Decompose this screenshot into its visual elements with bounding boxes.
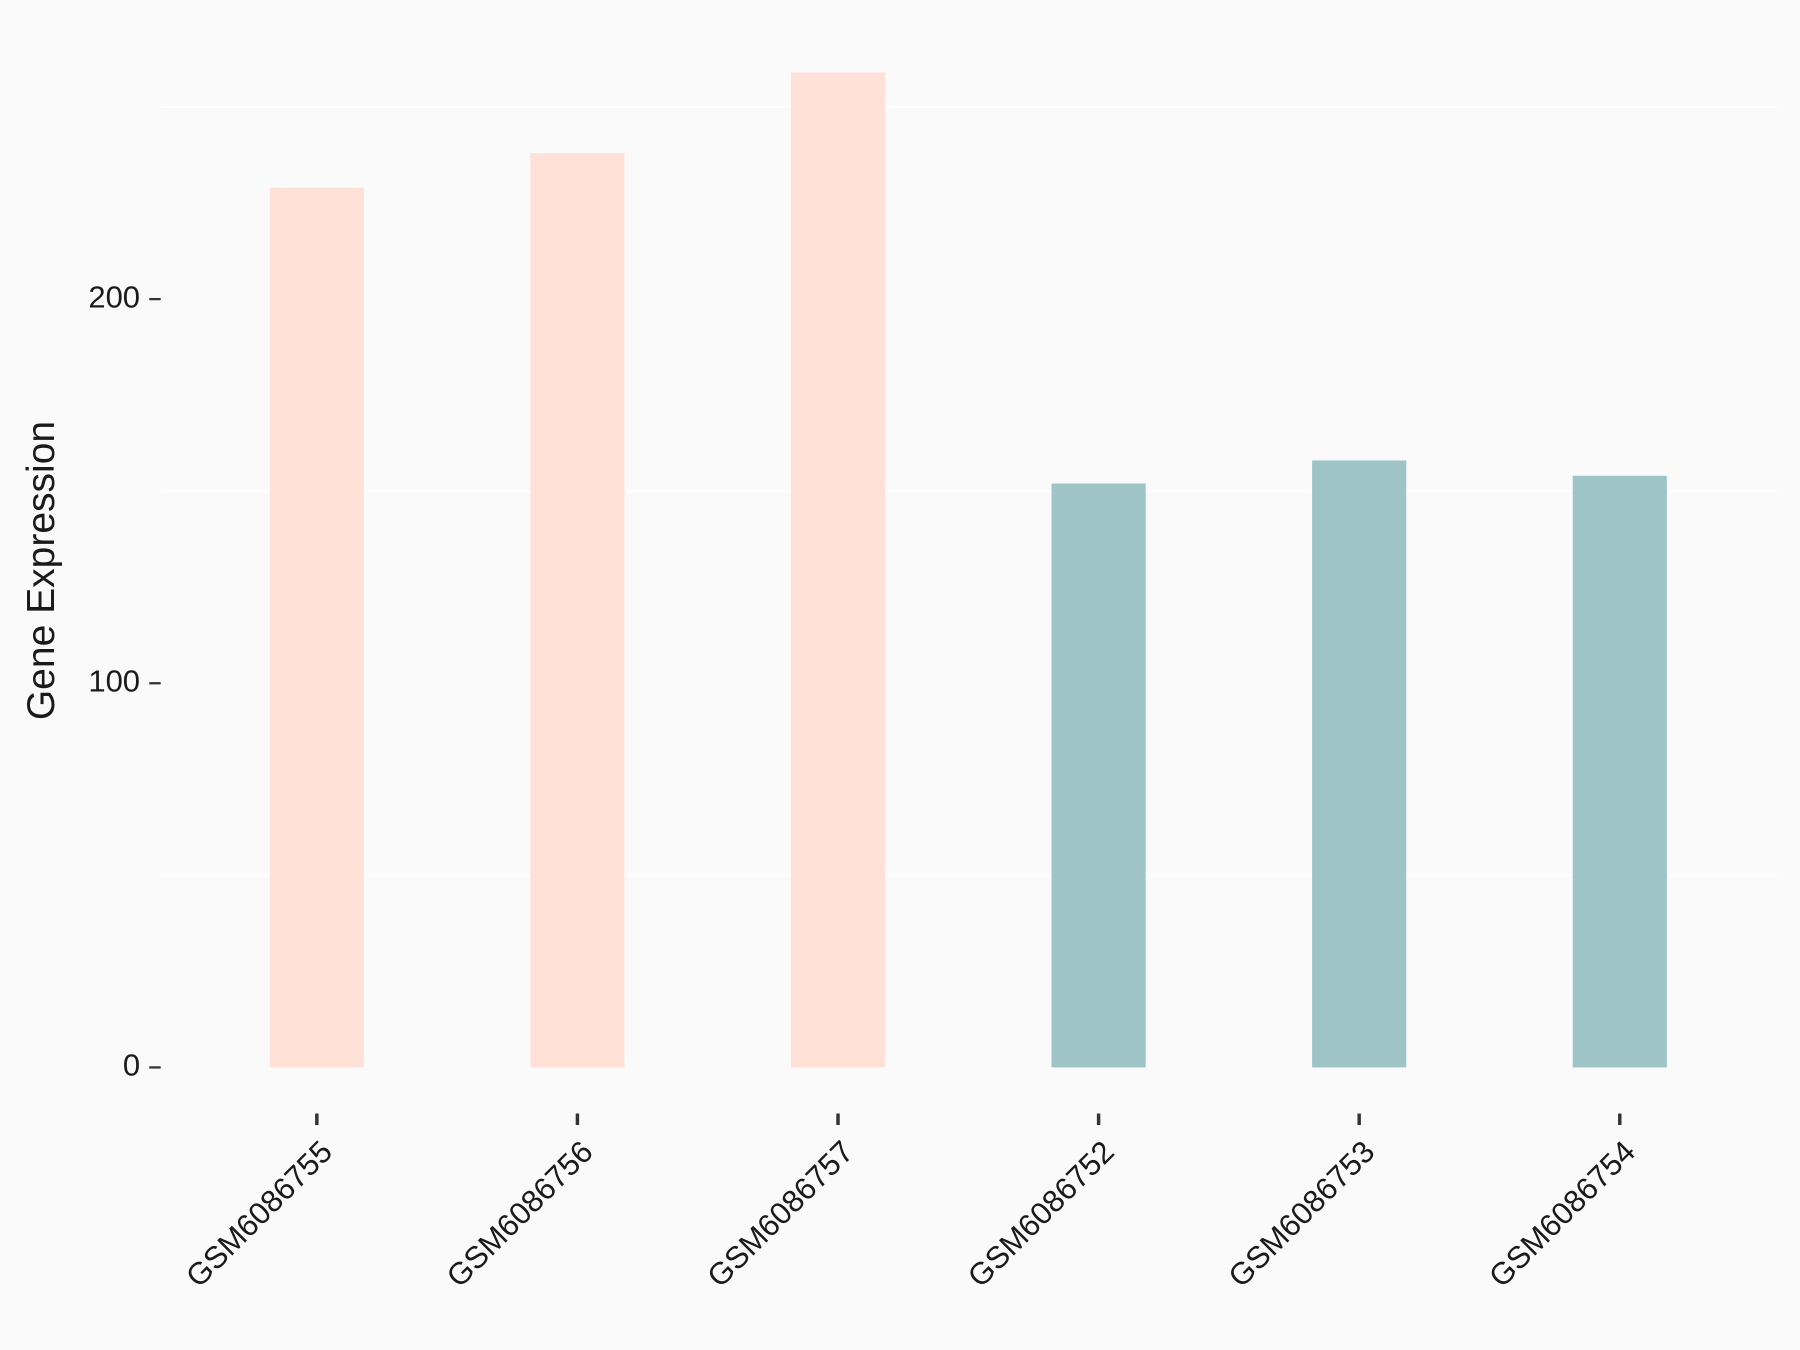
bar xyxy=(790,72,886,1068)
y-axis-title: Gene Expression xyxy=(20,421,63,720)
y-tick-label: 0 xyxy=(123,1048,140,1083)
bar xyxy=(269,187,364,1068)
bar xyxy=(1572,475,1667,1068)
bar xyxy=(530,153,625,1068)
bar xyxy=(1312,460,1407,1068)
y-tick-label: 100 xyxy=(88,663,140,698)
bar xyxy=(1051,483,1146,1068)
y-tick-label: 200 xyxy=(88,279,140,314)
